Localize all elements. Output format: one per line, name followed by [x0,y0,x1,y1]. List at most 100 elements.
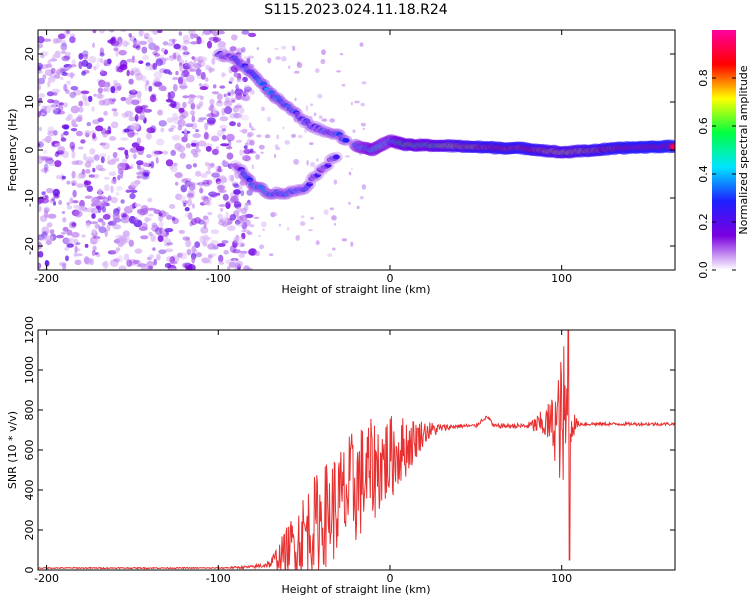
spectrogram-noise-cell [83,96,88,102]
spectrogram-noise-cell [42,74,47,80]
spectrogram-noise-cell [66,30,71,35]
spectrogram-noise-cell [109,30,115,33]
spectrogram-noise-cell [240,207,248,215]
spectrogram-noise-cell [179,252,187,260]
spectrogram-noise-cell [260,221,267,228]
spectrogram-noise-cell [189,181,195,188]
spectrogram-noise-cell [232,259,237,263]
spectrogram-noise-cell [58,261,67,267]
spectrogram-noise-cell [196,105,201,110]
spectrogram-noise-cell [112,151,118,159]
spectrogram-noise-cell [136,171,144,176]
spectrogram-noise-cell [246,231,253,235]
spectrogram-noise-cell [179,152,186,159]
spectrogram-noise-cell [135,145,145,152]
spectrogram-noise-cell [130,123,140,131]
spectrogram-y-tick-label: 0 [23,147,36,154]
spectrogram-noise-cell [245,156,250,161]
spectrogram-noise-cell [229,77,235,82]
spectrogram-noise-cell [204,216,210,225]
spectrogram-noise-cell [242,76,248,83]
spectrogram-noise-cell [52,92,58,96]
spectrogram-noise-cell [199,187,204,194]
spectrogram-noise-cell [288,65,291,69]
spectrogram-noise-cell [267,57,272,64]
spectrogram-noise-cell [86,185,94,192]
spectrogram-noise-cell [117,66,124,73]
spectrogram-noise-cell [38,84,41,91]
spectrogram-noise-cell [243,56,248,60]
spectrogram-noise-cell [181,50,190,57]
spectrogram-noise-cell [177,252,183,258]
spectrogram-noise-cell [184,213,189,218]
spectrogram-noise-cell [178,195,187,202]
spectrogram-upper-ridge [342,138,350,143]
spectrogram-noise-cell [44,166,48,174]
spectrogram-noise-cell [183,203,187,207]
spectrogram-noise-cell [41,105,47,112]
spectrogram-noise-cell [234,220,244,227]
colorbar-scale [712,30,736,270]
snr-panel: -200 -100 0 100 0 200 400 600 800 1000 1200 Heigh… [6,316,676,596]
spectrogram-noise-cell [65,89,70,95]
snr-x-label: Height of straight line (km) [281,583,430,596]
spectrogram-noise-cell [249,89,255,95]
spectrogram-noise-cell [160,127,165,133]
spectrogram-noise-cell [73,238,79,246]
spectrogram-noise-cell [81,168,85,175]
spectrogram-noise-cell [170,149,176,156]
spectrogram-noise-cell [103,88,108,92]
snr-y-label: SNR (10 * v/v) [6,411,19,489]
spectrogram-noise-cell [199,181,203,188]
spectrogram-noise-cell [70,86,79,91]
spectrogram-noise-cell [42,38,52,42]
spectrogram-noise-cell [227,266,231,270]
spectrogram-noise-cell [173,43,181,50]
spectrogram-noise-cell [172,76,179,81]
spectrogram-noise-cell [38,36,45,44]
spectrogram-noise-cell [71,150,76,159]
spectrogram-noise-cell [113,258,121,263]
spectrogram-noise-cell [215,146,219,151]
spectrogram-noise-cell [122,40,128,48]
spectrogram-noise-cell [170,260,178,265]
spectrogram-noise-cell [186,192,194,198]
spectrogram-noise-cell [50,103,57,111]
spectrogram-noise-cell [58,102,65,106]
spectrogram-noise-cell [208,36,217,41]
spectrogram-noise-cell [61,39,67,48]
spectrogram-noise-cell [138,30,144,37]
spectrogram-noise-cell [142,162,150,168]
spectrogram-noise-cell [161,150,169,155]
spectrogram-noise-cell [197,219,205,225]
spectrogram-noise-cell [60,231,67,235]
spectrogram-noise-cell [98,99,106,106]
spectrogram-noise-cell [225,146,233,150]
spectrogram-main-ridge [670,144,675,150]
spectrogram-noise-cell [236,122,241,127]
spectrogram-noise-cell [97,57,101,63]
spectrogram-noise-cell [141,105,148,109]
spectrogram-noise-cell [154,53,160,57]
spectrogram-noise-cell [238,252,245,258]
spectrogram-noise-cell [69,91,76,99]
spectrogram-noise-cell [249,122,252,128]
spectrogram-noise-cell [54,151,60,158]
spectrogram-noise-cell [131,89,136,93]
spectrogram-noise-cell [221,72,225,78]
spectrogram-noise-cell [74,245,78,254]
spectrogram-noise-cell [233,189,241,195]
spectrogram-noise-cell [76,184,84,189]
spectrogram-noise-cell [78,106,84,113]
spectrogram-noise-cell [78,146,84,150]
spectrogram-noise-cell [206,40,213,49]
spectrogram-noise-cell [84,130,91,138]
spectrogram-noise-cell [60,133,64,140]
spectrogram-noise-cell [44,194,49,199]
spectrogram-noise-cell [92,252,96,256]
spectrogram-noise-cell [132,203,136,210]
spectrogram-noise-cell [98,30,105,34]
spectrogram-noise-cell [227,92,231,96]
spectrogram-noise-cell [110,196,118,204]
spectrogram-noise-cell [86,121,92,127]
